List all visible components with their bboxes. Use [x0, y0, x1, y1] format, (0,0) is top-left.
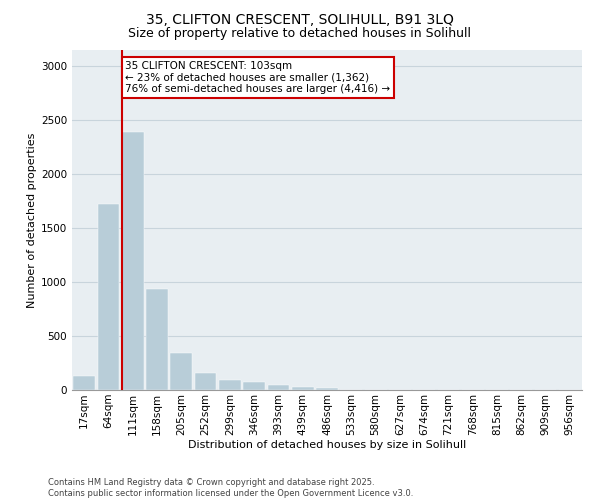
Text: 35, CLIFTON CRESCENT, SOLIHULL, B91 3LQ: 35, CLIFTON CRESCENT, SOLIHULL, B91 3LQ	[146, 12, 454, 26]
Text: Size of property relative to detached houses in Solihull: Size of property relative to detached ho…	[128, 28, 472, 40]
Bar	[97, 204, 119, 390]
Bar	[243, 382, 265, 390]
Bar	[268, 384, 289, 390]
Bar	[292, 387, 314, 390]
X-axis label: Distribution of detached houses by size in Solihull: Distribution of detached houses by size …	[188, 440, 466, 450]
Bar	[316, 388, 338, 390]
Bar	[194, 372, 217, 390]
Bar	[170, 354, 192, 390]
Bar	[219, 380, 241, 390]
Text: Contains HM Land Registry data © Crown copyright and database right 2025.
Contai: Contains HM Land Registry data © Crown c…	[48, 478, 413, 498]
Bar	[73, 376, 95, 390]
Y-axis label: Number of detached properties: Number of detached properties	[27, 132, 37, 308]
Bar	[122, 132, 143, 390]
Bar	[146, 288, 168, 390]
Text: 35 CLIFTON CRESCENT: 103sqm
← 23% of detached houses are smaller (1,362)
76% of : 35 CLIFTON CRESCENT: 103sqm ← 23% of det…	[125, 61, 391, 94]
